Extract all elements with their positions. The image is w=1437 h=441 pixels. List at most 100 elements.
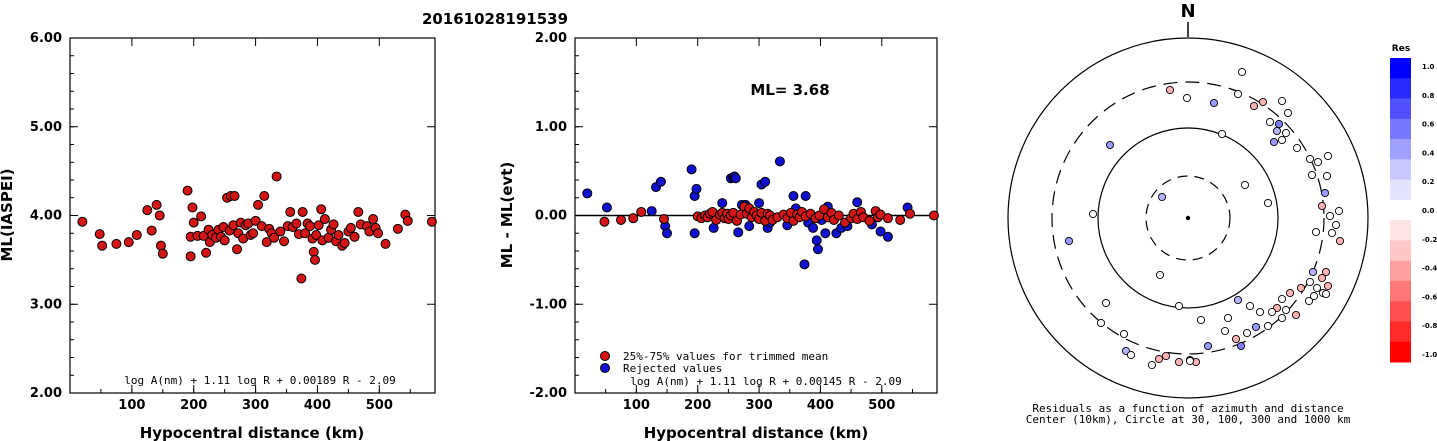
- colorbar-cell: [1390, 280, 1411, 302]
- left-plot: 100 200 300 400 500 2.00 3.00 4.00 5.00 6.00 Hypo…: [0, 31, 437, 441]
- station-point: [1331, 220, 1341, 230]
- left-point: [271, 171, 282, 182]
- rejected-point: [882, 231, 893, 242]
- colorbar-tick-label: 0.6: [1422, 121, 1435, 129]
- left-y-tick-label: 2.00: [30, 386, 62, 401]
- station-point: [1119, 329, 1129, 339]
- left-y-axis-label: ML(IASPEI): [0, 168, 16, 261]
- station-point: [1277, 96, 1287, 106]
- rejected-point: [811, 235, 822, 246]
- colorbar-cell: [1390, 118, 1411, 140]
- left-point: [151, 199, 162, 210]
- polar-caption-line2: Center (10km), Circle at 30, 100, 300 an…: [1026, 413, 1351, 426]
- middle-x-tick-label: 500: [868, 398, 895, 413]
- left-y-tick-label: 5.00: [30, 120, 62, 135]
- middle-x-tick-label: 300: [745, 398, 772, 413]
- station-point: [1274, 119, 1284, 129]
- left-x-tick-label: 300: [242, 398, 269, 413]
- left-x-axis-label: Hypocentral distance (km): [140, 424, 365, 441]
- colorbar-cell: [1390, 179, 1411, 201]
- station-point: [1251, 322, 1261, 332]
- left-point: [402, 215, 413, 226]
- left-point: [94, 229, 105, 240]
- left-point: [261, 237, 272, 248]
- colorbar-tick-label: 0.8: [1422, 92, 1435, 100]
- station-point: [1154, 354, 1164, 364]
- station-point: [1126, 350, 1136, 360]
- left-point: [426, 216, 437, 227]
- left-point: [279, 236, 290, 247]
- left-point: [187, 202, 198, 213]
- left-point: [291, 218, 302, 229]
- station-point: [1255, 307, 1265, 317]
- left-point: [97, 240, 108, 251]
- colorbar-tick-labels: 1.0 0.8 0.6 0.4 0.2 0.0 -0.2 -0.4 -0.6 -0.8 -1.0: [1422, 63, 1437, 359]
- station-point: [1165, 85, 1175, 95]
- left-point: [333, 230, 344, 241]
- rejected-point: [646, 206, 657, 217]
- residual-colorbar: Res 1.0 0.8 0.6 0.4 0.2 0.0 -0.2 -0.4 -0.6 -0.8 -1…: [1390, 44, 1437, 363]
- station-point: [1307, 170, 1317, 180]
- left-point: [368, 214, 379, 225]
- left-point: [313, 220, 324, 231]
- station-point: [1305, 277, 1315, 287]
- left-x-tick-label: 200: [180, 398, 207, 413]
- station-point: [1309, 291, 1319, 301]
- station-point: [1209, 98, 1219, 108]
- legend-label-rejected: Rejected values: [623, 362, 722, 375]
- rejected-point: [812, 244, 823, 255]
- colorbar-cell: [1390, 139, 1411, 160]
- rejected-point: [820, 228, 831, 239]
- station-point: [1265, 117, 1275, 127]
- middle-plot: 100 200 300 400 500 -2.00 -1.00 0.00 1.00 2.00 ML…: [498, 31, 939, 441]
- colorbar-tick-label: -0.4: [1422, 265, 1437, 273]
- rejected-point: [744, 221, 755, 232]
- circle-300km: [1051, 81, 1325, 355]
- station-point: [1317, 201, 1327, 211]
- rejected-point: [601, 202, 612, 213]
- colorbar-tick-label: -0.8: [1422, 322, 1437, 330]
- left-axis-ticks: 100 200 300 400 500 2.00 3.00 4.00 5.00 6.00: [30, 31, 435, 413]
- left-point: [259, 190, 270, 201]
- station-point: [1064, 236, 1074, 246]
- station-point: [1088, 209, 1098, 219]
- colorbar-tick-label: 0.4: [1422, 149, 1435, 157]
- left-point: [111, 238, 122, 249]
- station-point: [1258, 97, 1268, 107]
- middle-x-tick-label: 200: [684, 398, 711, 413]
- station-point: [1334, 206, 1344, 216]
- station-point: [1240, 180, 1250, 190]
- colorbar-cell: [1390, 260, 1411, 282]
- rejected-point: [788, 190, 799, 201]
- station-point: [1220, 326, 1230, 336]
- circle-1000km: [1007, 37, 1369, 399]
- station-point: [1321, 289, 1331, 299]
- station-point: [1105, 140, 1115, 150]
- station-point: [1269, 137, 1279, 147]
- left-point: [201, 247, 212, 258]
- station-point: [1147, 360, 1157, 370]
- left-x-tick-label: 500: [366, 398, 393, 413]
- station-point: [1096, 318, 1106, 328]
- colorbar-cell: [1390, 341, 1411, 363]
- middle-x-tick-label: 100: [623, 398, 650, 413]
- circle-30km: [1145, 175, 1231, 261]
- left-point: [300, 228, 311, 239]
- station-point: [1285, 288, 1295, 298]
- colorbar-tick-label: 1.0: [1422, 63, 1435, 71]
- station-point: [1101, 298, 1111, 308]
- left-point: [380, 238, 391, 249]
- colorbar-tick-label: -0.2: [1422, 236, 1437, 244]
- trimmed-point: [636, 206, 647, 217]
- ml-annotation: ML= 3.68: [750, 81, 829, 99]
- station-point: [1323, 281, 1333, 291]
- rejected-point: [733, 227, 744, 238]
- rejected-point: [691, 183, 702, 194]
- middle-x-tick-label: 400: [807, 398, 834, 413]
- rejected-point: [717, 198, 728, 209]
- left-point: [146, 225, 157, 236]
- left-y-tick-label: 4.00: [30, 209, 62, 224]
- middle-y-tick-label: 0.00: [535, 209, 567, 224]
- station-point: [1283, 108, 1293, 118]
- legend-label-trimmed: 25%-75% values for trimmed mean: [623, 350, 828, 363]
